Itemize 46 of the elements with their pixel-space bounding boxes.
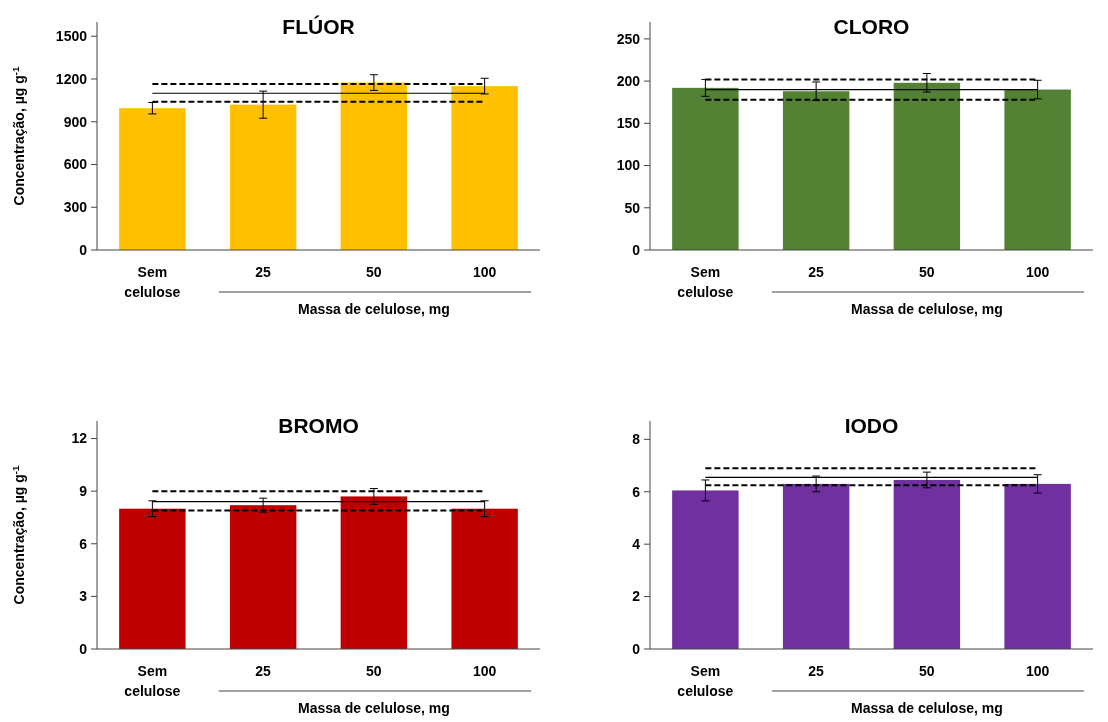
- y-tick-label: 0: [632, 241, 641, 258]
- x-tick-label: 100: [1025, 264, 1050, 280]
- chart-title: IODO: [844, 414, 899, 437]
- y-tick-label: 300: [63, 199, 88, 216]
- y-tick-label: 150: [616, 115, 641, 132]
- x-tick-label: 25: [255, 264, 272, 280]
- y-tick-label: 6: [632, 483, 641, 500]
- y-tick-label: 12: [71, 430, 88, 447]
- y-tick-label: 600: [63, 156, 88, 173]
- y-tick-label: 0: [79, 640, 88, 657]
- x-tick-label: 100: [472, 264, 497, 280]
- x-tick-label: Sem celulose: [124, 663, 181, 699]
- y-tick-label: 100: [616, 157, 641, 174]
- y-tick-label: 1200: [55, 70, 88, 87]
- x-tick-label: 25: [808, 663, 825, 679]
- x-axis-title: Massa de celulose, mg: [298, 700, 450, 716]
- x-tick-label: Sem celulose: [124, 264, 181, 300]
- y-tick-label: 50: [624, 199, 641, 216]
- x-tick-label: 50: [366, 264, 382, 280]
- y-tick-label: 2: [632, 588, 641, 605]
- x-tick-label: 25: [808, 264, 825, 280]
- x-axis-title: Massa de celulose, mg: [851, 301, 1003, 317]
- chart-title: FLÚOR: [282, 15, 355, 38]
- x-tick-label: 100: [1025, 663, 1050, 679]
- y-tick-label: 9: [79, 483, 88, 500]
- y-tick-label: 200: [616, 73, 641, 90]
- x-tick-label: 25: [255, 663, 272, 679]
- y-tick-label: 0: [632, 640, 641, 657]
- x-axis-title: Massa de celulose, mg: [298, 301, 450, 317]
- y-tick-label: 1500: [55, 28, 88, 45]
- y-tick-label: 3: [79, 588, 88, 605]
- y-tick-label: 8: [632, 431, 641, 448]
- chart-title: BROMO: [278, 414, 359, 437]
- x-tick-label: 100: [472, 663, 497, 679]
- y-tick-label: 6: [79, 535, 88, 552]
- y-tick-label: 250: [616, 30, 641, 47]
- y-tick-label: 0: [79, 241, 88, 258]
- y-tick-label: 900: [63, 113, 88, 130]
- x-tick-label: 50: [366, 663, 382, 679]
- x-tick-label: Sem celulose: [677, 264, 734, 300]
- x-axis-title: Massa de celulose, mg: [851, 700, 1003, 716]
- chart-title: CLORO: [833, 15, 910, 38]
- y-tick-label: 4: [632, 536, 641, 553]
- x-tick-label: Sem celulose: [677, 663, 734, 699]
- x-tick-label: 50: [919, 264, 935, 280]
- x-tick-label: 50: [919, 663, 935, 679]
